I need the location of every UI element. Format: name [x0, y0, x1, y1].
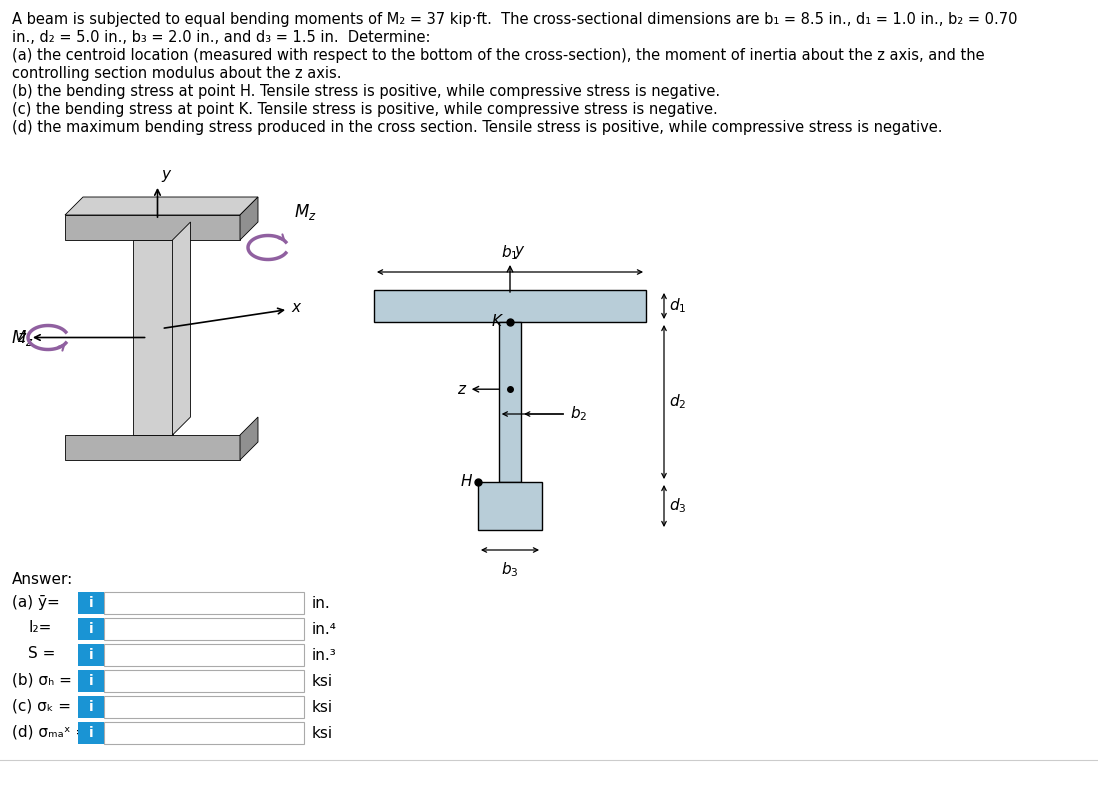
Polygon shape: [240, 417, 258, 460]
Text: ksi: ksi: [312, 726, 333, 740]
Text: $b_3$: $b_3$: [501, 560, 518, 579]
FancyBboxPatch shape: [78, 644, 104, 666]
Text: (a) ȳ=: (a) ȳ=: [12, 594, 59, 610]
Text: (c) the bending stress at point K. Tensile stress is positive, while compressive: (c) the bending stress at point K. Tensi…: [12, 102, 718, 117]
Polygon shape: [65, 435, 240, 460]
Text: x: x: [291, 300, 300, 315]
Text: in., d₂ = 5.0 in., b₃ = 2.0 in., and d₃ = 1.5 in.  Determine:: in., d₂ = 5.0 in., b₃ = 2.0 in., and d₃ …: [12, 30, 430, 45]
FancyBboxPatch shape: [78, 592, 104, 614]
Text: z: z: [457, 382, 464, 397]
Text: (c) σₖ =: (c) σₖ =: [12, 698, 71, 714]
FancyBboxPatch shape: [104, 670, 304, 692]
Text: y: y: [161, 167, 170, 182]
Text: ksi: ksi: [312, 673, 333, 689]
Text: $M_z$: $M_z$: [11, 328, 33, 347]
Text: (d) the maximum bending stress produced in the cross section. Tensile stress is : (d) the maximum bending stress produced …: [12, 120, 942, 135]
Text: controlling section modulus about the z axis.: controlling section modulus about the z …: [12, 66, 341, 81]
Text: i: i: [89, 596, 93, 610]
Polygon shape: [240, 197, 258, 240]
Text: i: i: [89, 622, 93, 636]
Text: i: i: [89, 648, 93, 662]
Text: i: i: [89, 726, 93, 740]
Text: (b) the bending stress at point H. Tensile stress is positive, while compressive: (b) the bending stress at point H. Tensi…: [12, 84, 720, 99]
Polygon shape: [133, 240, 172, 435]
FancyBboxPatch shape: [104, 644, 304, 666]
Text: in.³: in.³: [312, 647, 337, 663]
Text: (a) the centroid location (measured with respect to the bottom of the cross-sect: (a) the centroid location (measured with…: [12, 48, 985, 63]
FancyBboxPatch shape: [104, 722, 304, 744]
Polygon shape: [65, 197, 258, 215]
Text: (d) σₘₐˣ =: (d) σₘₐˣ =: [12, 724, 88, 740]
Polygon shape: [172, 222, 190, 435]
Text: $d_2$: $d_2$: [669, 393, 686, 411]
Text: $b_2$: $b_2$: [570, 405, 587, 423]
Text: i: i: [89, 700, 93, 714]
Text: $b_1$: $b_1$: [502, 243, 518, 262]
Polygon shape: [65, 215, 240, 240]
Text: (b) σₕ =: (b) σₕ =: [12, 672, 71, 688]
Text: $M_z$: $M_z$: [294, 203, 316, 222]
Text: ksi: ksi: [312, 700, 333, 714]
Text: in.⁴: in.⁴: [312, 621, 337, 637]
Text: I₂=: I₂=: [29, 620, 52, 636]
FancyBboxPatch shape: [78, 722, 104, 744]
Text: $d_1$: $d_1$: [669, 297, 686, 315]
Polygon shape: [498, 322, 522, 482]
FancyBboxPatch shape: [78, 670, 104, 692]
FancyBboxPatch shape: [104, 592, 304, 614]
Text: A beam is subjected to equal bending moments of M₂ = 37 kip·ft.  The cross-secti: A beam is subjected to equal bending mom…: [12, 12, 1018, 27]
FancyBboxPatch shape: [104, 696, 304, 718]
Text: in.: in.: [312, 595, 330, 611]
Text: z: z: [16, 330, 25, 345]
Text: i: i: [89, 674, 93, 688]
Text: K: K: [492, 315, 502, 329]
Text: H: H: [460, 474, 472, 490]
Text: y: y: [514, 243, 523, 258]
Text: Answer:: Answer:: [12, 572, 74, 587]
Polygon shape: [374, 290, 646, 322]
Text: S =: S =: [29, 646, 55, 662]
FancyBboxPatch shape: [104, 618, 304, 640]
Text: $d_3$: $d_3$: [669, 496, 686, 515]
Polygon shape: [478, 482, 542, 530]
FancyBboxPatch shape: [78, 696, 104, 718]
FancyBboxPatch shape: [78, 618, 104, 640]
